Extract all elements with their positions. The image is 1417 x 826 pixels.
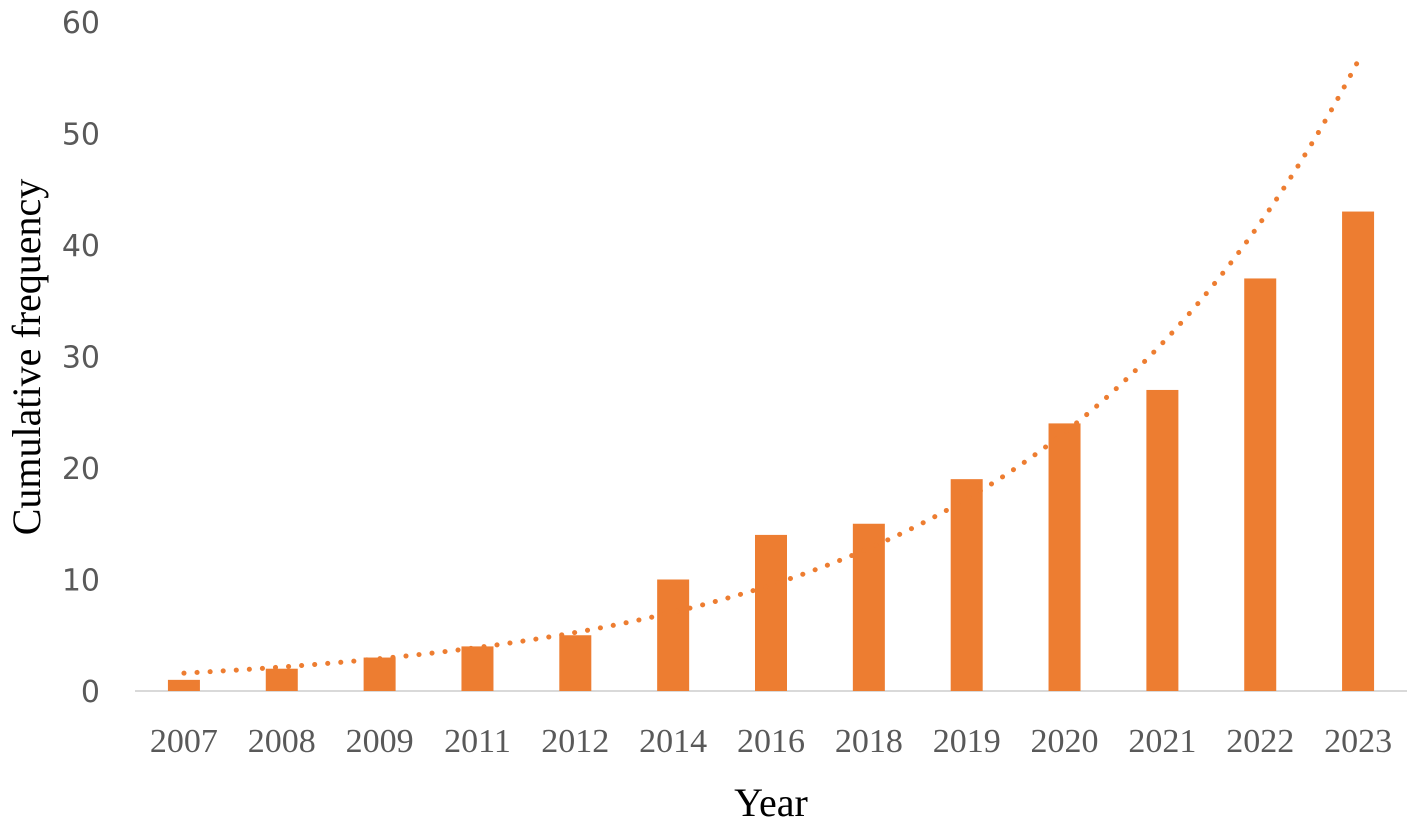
bar	[363, 657, 396, 691]
y-axis-title: Cumulative frequency	[4, 179, 49, 536]
bars	[167, 211, 1375, 692]
x-tick-label: 2019	[933, 723, 1001, 760]
bar	[1342, 211, 1375, 692]
x-tick-label: 2011	[444, 723, 511, 760]
x-tick-label: 2012	[541, 723, 609, 760]
x-tick-label: 2021	[1128, 723, 1196, 760]
bar	[852, 523, 885, 691]
x-axis-title: Year	[734, 780, 808, 825]
bar	[1244, 278, 1277, 691]
x-tick-label: 2020	[1031, 723, 1099, 760]
x-tick-label: 2023	[1324, 723, 1392, 760]
bar	[167, 679, 200, 691]
bar	[265, 668, 298, 691]
y-axis-ticks: 0 10 20 30 40 50 60	[62, 6, 100, 710]
y-tick-label: 60	[62, 6, 100, 41]
x-tick-label: 2016	[737, 723, 805, 760]
y-tick-label: 20	[62, 452, 100, 487]
x-tick-label: 2007	[150, 723, 218, 760]
x-axis-ticks: 2007 2008 2009 2011 2012 2014 2016 2018 2019 2020…	[150, 723, 1392, 760]
x-tick-label: 2022	[1226, 723, 1294, 760]
y-tick-label: 40	[62, 229, 100, 264]
y-tick-label: 10	[62, 564, 100, 599]
bar	[559, 635, 592, 691]
bar	[950, 479, 983, 691]
bar	[461, 646, 494, 691]
x-tick-label: 2014	[639, 723, 707, 760]
y-tick-label: 50	[62, 118, 100, 153]
bar	[755, 534, 787, 691]
bar	[657, 579, 690, 691]
bar	[1048, 423, 1081, 691]
bar	[1146, 389, 1179, 691]
y-tick-label: 30	[62, 341, 100, 376]
trendline	[181, 58, 1361, 676]
x-tick-label: 2008	[248, 723, 316, 760]
y-tick-label: 0	[81, 675, 100, 710]
x-tick-label: 2018	[835, 723, 903, 760]
x-tick-label: 2009	[346, 723, 414, 760]
